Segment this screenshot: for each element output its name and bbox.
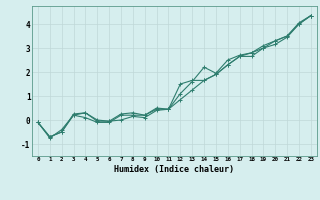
X-axis label: Humidex (Indice chaleur): Humidex (Indice chaleur) xyxy=(115,165,234,174)
